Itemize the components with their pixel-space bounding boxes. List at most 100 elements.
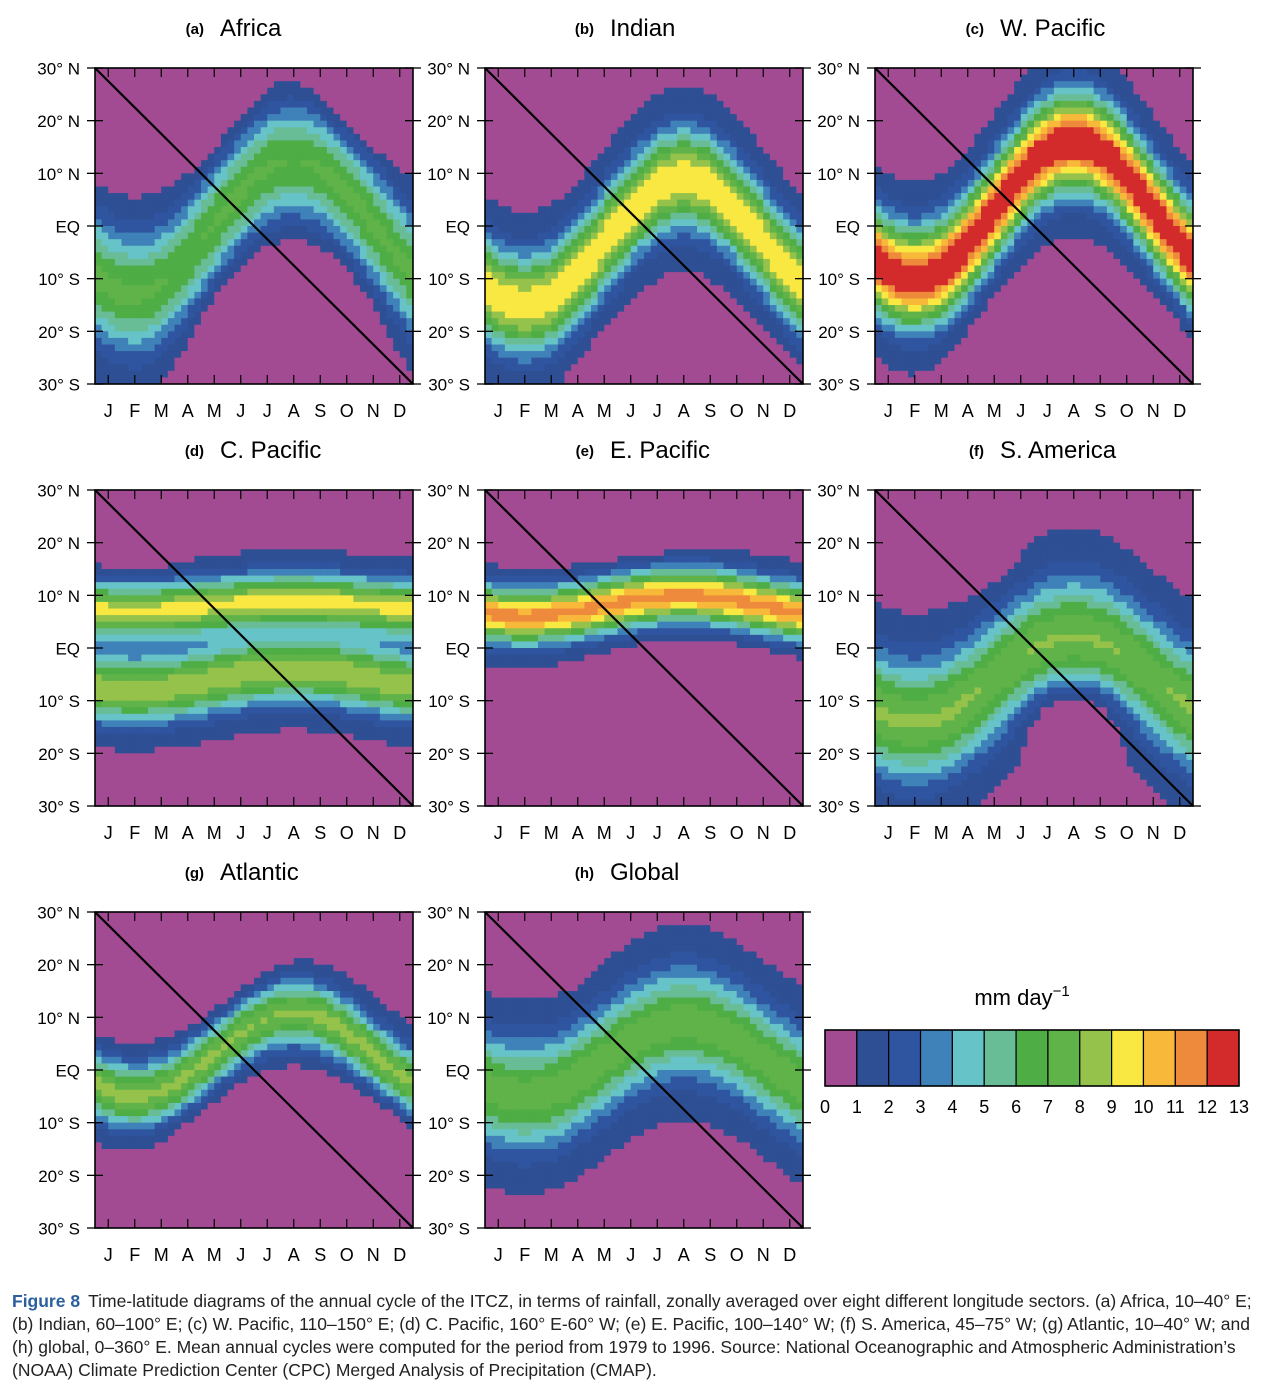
heatmap-cell: [697, 219, 705, 227]
heatmap-cell: [683, 94, 691, 102]
heatmap-cell: [796, 272, 803, 280]
heatmap-cell: [287, 291, 295, 300]
heatmap-cell: [207, 114, 215, 122]
heatmap-cell: [181, 140, 189, 148]
heatmap-cell: [776, 351, 784, 359]
heatmap-cell: [207, 285, 215, 293]
heatmap-cell: [141, 81, 149, 89]
heatmap-cell: [783, 147, 791, 155]
heatmap-cell: [736, 252, 744, 260]
heatmap-cell: [710, 305, 718, 313]
heatmap-cell: [154, 114, 162, 122]
heatmap-cell: [307, 94, 315, 102]
heatmap-cell: [524, 206, 532, 214]
heatmap-cell: [796, 140, 803, 148]
heatmap-cell: [379, 133, 388, 142]
heatmap-cell: [544, 120, 552, 128]
heatmap-cell: [789, 291, 797, 300]
heatmap-cell: [524, 318, 532, 326]
heatmap-cell: [690, 298, 698, 306]
heatmap-cell: [901, 311, 909, 319]
heatmap-cell: [710, 114, 718, 122]
heatmap-cell: [128, 252, 136, 260]
heatmap-cell: [333, 285, 341, 293]
heatmap-cell: [187, 219, 195, 227]
heatmap-cell: [194, 107, 202, 115]
heatmap-cell: [650, 344, 658, 352]
heatmap-cell: [690, 140, 698, 148]
heatmap-cell: [736, 357, 744, 365]
heatmap-cell: [108, 291, 116, 300]
heatmap-cell: [875, 291, 883, 300]
heatmap-cell: [379, 212, 388, 221]
heatmap-cell: [491, 87, 499, 95]
heatmap-cell: [340, 239, 348, 247]
heatmap-cell: [393, 186, 401, 194]
heatmap-cell: [360, 278, 368, 286]
heatmap-cell: [491, 160, 499, 168]
heatmap-cell: [789, 81, 797, 89]
heatmap-cell: [340, 87, 348, 95]
heatmap-cell: [287, 377, 295, 384]
heatmap-cell: [730, 114, 738, 122]
heatmap-cell: [716, 160, 725, 168]
heatmap-cell: [531, 291, 539, 300]
heatmap-cell: [697, 298, 705, 306]
heatmap-cell: [280, 305, 288, 313]
heatmap-cell: [379, 239, 388, 247]
heatmap-cell: [491, 219, 499, 227]
heatmap-cell: [504, 305, 513, 313]
heatmap-cell: [214, 226, 222, 234]
heatmap-cell: [346, 212, 354, 221]
heatmap-cell: [524, 344, 532, 352]
heatmap-cell: [551, 199, 559, 207]
heatmap-cell: [789, 68, 797, 76]
heatmap-cell: [234, 370, 242, 379]
heatmap-cell: [650, 291, 658, 300]
heatmap-cell: [240, 331, 248, 339]
heatmap-cell: [114, 272, 123, 280]
heatmap-cell: [888, 94, 896, 102]
heatmap-cell: [604, 351, 612, 359]
heatmap-cell: [881, 68, 889, 76]
heatmap-cell: [399, 199, 407, 207]
heatmap-cell: [663, 206, 672, 214]
heatmap-cell: [796, 318, 803, 326]
heatmap-cell: [313, 324, 321, 332]
heatmap-cell: [796, 239, 803, 247]
heatmap-cell: [697, 377, 705, 384]
heatmap-cell: [386, 377, 394, 384]
heatmap-cell: [524, 173, 532, 181]
heatmap-cell: [783, 219, 791, 227]
heatmap-cell: [399, 68, 407, 76]
heatmap-cell: [307, 193, 315, 201]
heatmap-cell: [114, 324, 123, 332]
heatmap-cell: [167, 298, 176, 306]
heatmap-cell: [201, 318, 209, 326]
heatmap-cell: [366, 344, 374, 352]
heatmap-cell: [220, 179, 229, 188]
heatmap-cell: [406, 337, 413, 346]
heatmap-cell: [663, 193, 672, 201]
heatmap-cell: [498, 331, 506, 339]
heatmap-cell: [690, 153, 698, 161]
heatmap-cell: [214, 160, 222, 168]
heatmap-cell: [650, 219, 658, 227]
heatmap-cell: [154, 120, 162, 128]
heatmap-cell: [227, 239, 235, 247]
heatmap-cell: [293, 100, 301, 109]
heatmap-cell: [326, 100, 335, 109]
heatmap-cell: [723, 285, 731, 293]
heatmap-cell: [220, 81, 229, 89]
heatmap-cell: [511, 179, 519, 188]
heatmap-cell: [167, 206, 176, 214]
heatmap-cell: [564, 278, 572, 286]
heatmap-cell: [485, 318, 493, 326]
heatmap-cell: [167, 252, 176, 260]
heatmap-cell: [187, 166, 195, 174]
heatmap-cell: [406, 291, 413, 300]
heatmap-cell: [564, 232, 572, 240]
heatmap-cell: [128, 370, 136, 379]
heatmap-cell: [716, 193, 725, 201]
heatmap-cell: [750, 153, 758, 161]
